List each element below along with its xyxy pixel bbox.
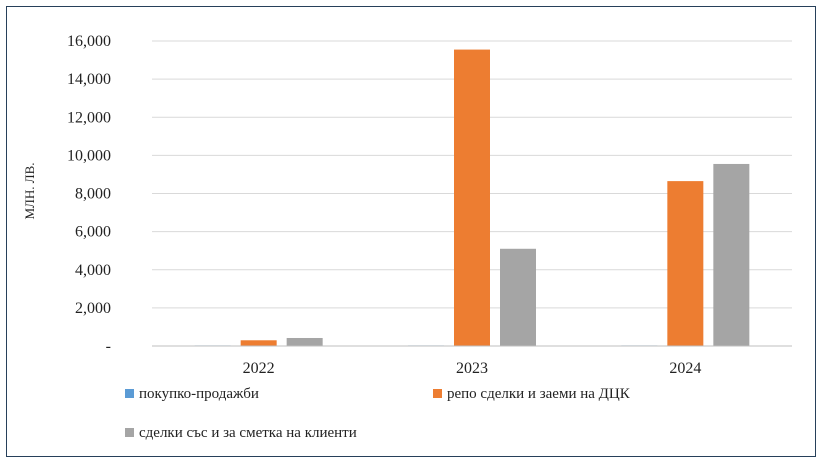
- bar: [240, 340, 277, 346]
- y-tick-label: 8,000: [75, 186, 111, 203]
- legend-item: сделки със и за сметка на клиенти: [125, 425, 357, 441]
- legend-item: покупко-продажби: [125, 386, 259, 402]
- x-tick-label: 2024: [669, 360, 701, 377]
- y-tick-label: 12,000: [67, 109, 111, 126]
- y-tick-label: -: [106, 338, 111, 355]
- chart-frame: - 2,000 4,000 6,000 8,000 10,000 12,000 14,000 1…: [6, 6, 816, 457]
- legend-label: репо сделки и заеми на ДЦК: [447, 386, 631, 402]
- legend-swatch: [433, 389, 442, 398]
- y-tick-label: 2,000: [75, 300, 111, 317]
- bar-chart: - 2,000 4,000 6,000 8,000 10,000 12,000 14,000 1…: [22, 33, 792, 441]
- y-axis-ticks: - 2,000 4,000 6,000 8,000 10,000 12,000 14,000 1…: [67, 33, 111, 355]
- x-tick-label: 2023: [456, 360, 488, 377]
- y-tick-label: 4,000: [75, 262, 111, 279]
- legend-label: сделки със и за сметка на клиенти: [139, 425, 357, 441]
- bar: [667, 181, 704, 346]
- bars: [194, 49, 750, 347]
- y-tick-label: 14,000: [67, 71, 111, 88]
- bar: [713, 163, 750, 346]
- legend-item: репо сделки и заеми на ДЦК: [433, 386, 631, 402]
- x-axis-ticks: 2022 2023 2024: [243, 360, 702, 377]
- y-axis-label: МЛН. ЛВ.: [22, 162, 37, 219]
- legend-swatch: [125, 389, 134, 398]
- bar: [286, 337, 323, 346]
- y-tick-label: 6,000: [75, 224, 111, 241]
- bar: [454, 49, 490, 346]
- x-tick-label: 2022: [243, 360, 275, 377]
- legend: покупко-продажби репо сделки и заеми на Д…: [125, 386, 631, 441]
- legend-label: покупко-продажби: [139, 386, 259, 402]
- y-tick-label: 16,000: [67, 33, 111, 50]
- y-tick-label: 10,000: [67, 147, 111, 164]
- bar: [500, 248, 536, 346]
- legend-swatch: [125, 428, 134, 437]
